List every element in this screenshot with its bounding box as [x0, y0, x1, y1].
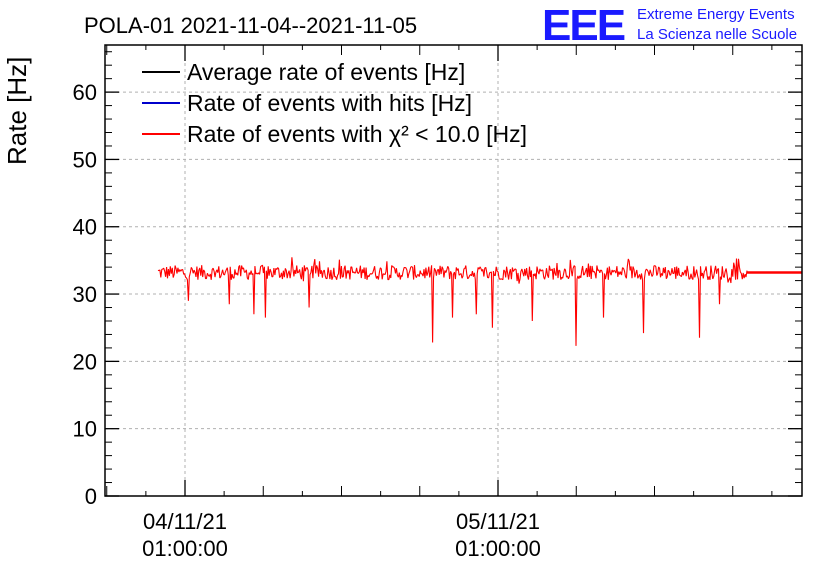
y-tick-label-1: 10 [73, 417, 97, 442]
legend-entry-average: Average rate of events [Hz] [187, 59, 465, 85]
x-tick-label-date-1: 04/11/21 [143, 509, 227, 534]
logo-mark: EEE [542, 1, 625, 50]
data-series [157, 257, 802, 346]
x-tick-label-time-1: 01:00:00 [142, 536, 228, 561]
y-axis-label: Rate [Hz] [2, 57, 32, 165]
chart-title: POLA-01 2021-11-04--2021-11-05 [84, 13, 417, 38]
y-tick-label-2: 20 [73, 349, 97, 374]
y-tick-labels: 0 10 20 30 40 50 60 [73, 80, 97, 509]
eee-logo: EEE Extreme Energy Events La Scienza nel… [542, 1, 797, 50]
y-tick-label-5: 50 [73, 147, 97, 172]
plot-frame [104, 44, 803, 497]
x-tick-label-date-2: 05/11/21 [456, 509, 540, 534]
y-tick-label-6: 60 [73, 80, 97, 105]
logo-line1: Extreme Energy Events [637, 6, 795, 23]
legend-entry-hits: Rate of events with hits [Hz] [187, 90, 472, 116]
legend-entry-chi2: Rate of events with χ² < 10.0 [Hz] [187, 121, 527, 147]
series-chi2-line [157, 257, 748, 346]
logo-line2: La Scienza nelle Scuole [637, 26, 797, 43]
axis-ticks [105, 45, 802, 497]
x-tick-labels: 04/11/21 01:00:00 05/11/21 01:00:00 [142, 509, 541, 561]
y-tick-label-0: 0 [85, 484, 97, 509]
legend: Average rate of events [Hz] Rate of even… [142, 59, 527, 147]
y-tick-label-4: 40 [73, 215, 97, 240]
x-tick-label-time-2: 01:00:00 [455, 536, 541, 561]
y-tick-label-3: 30 [73, 282, 97, 307]
